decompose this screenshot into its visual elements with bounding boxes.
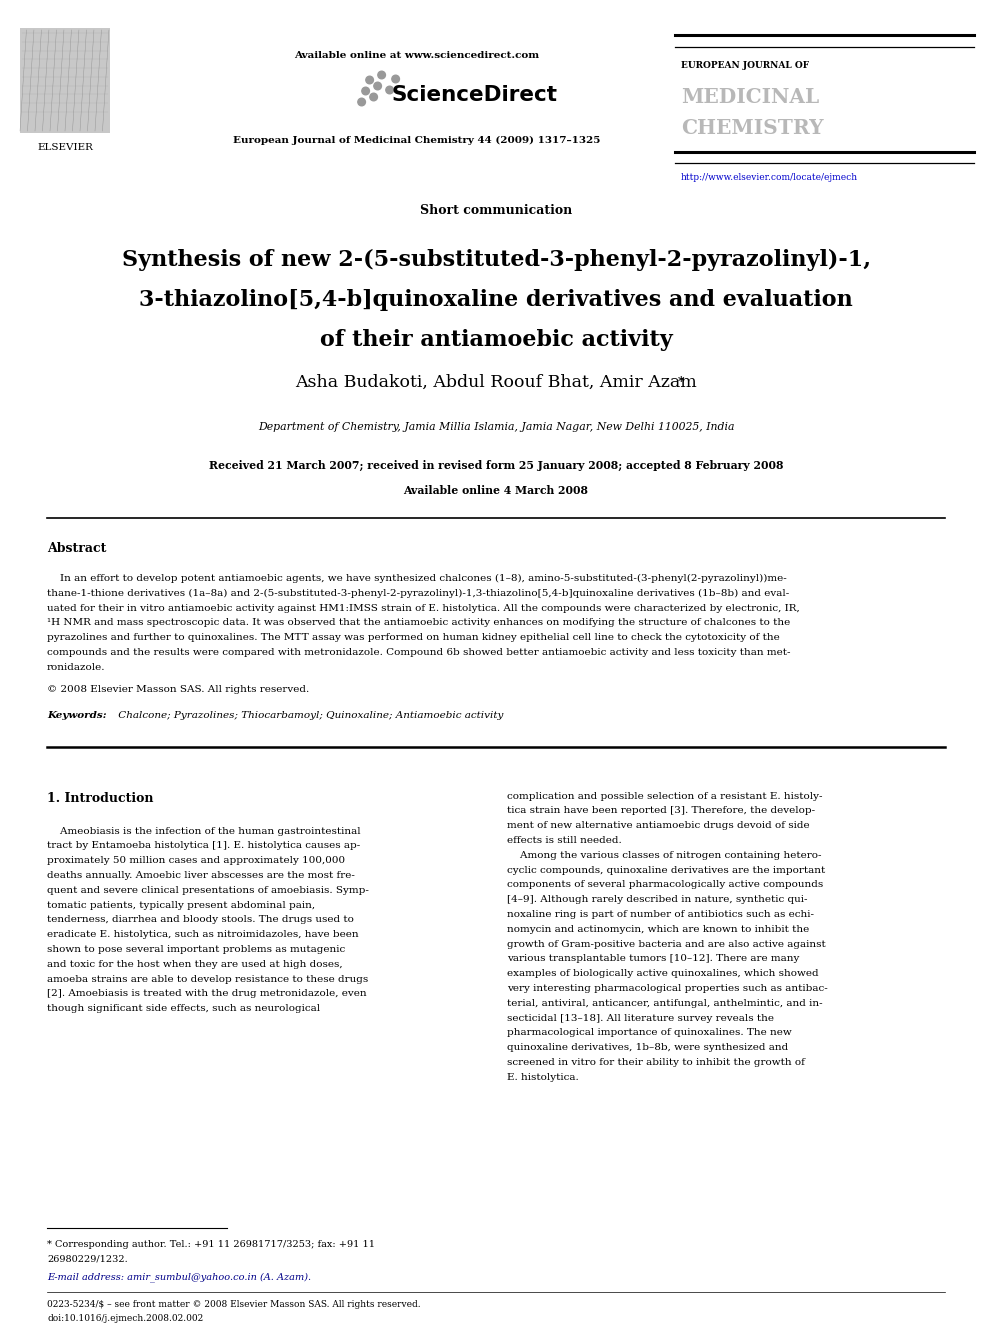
Text: 0223-5234/$ – see front matter © 2008 Elsevier Masson SAS. All rights reserved.: 0223-5234/$ – see front matter © 2008 El… (47, 1301, 421, 1308)
Circle shape (378, 71, 386, 79)
Text: very interesting pharmacological properties such as antibac-: very interesting pharmacological propert… (507, 984, 827, 994)
Text: compounds and the results were compared with metronidazole. Compound 6b showed b: compounds and the results were compared … (47, 648, 791, 658)
Text: growth of Gram-positive bacteria and are also active against: growth of Gram-positive bacteria and are… (507, 939, 825, 949)
Text: [2]. Amoebiasis is treated with the drug metronidazole, even: [2]. Amoebiasis is treated with the drug… (47, 990, 367, 999)
Text: deaths annually. Amoebic liver abscesses are the most fre-: deaths annually. Amoebic liver abscesses… (47, 871, 355, 880)
Text: * Corresponding author. Tel.: +91 11 26981717/3253; fax: +91 11: * Corresponding author. Tel.: +91 11 269… (47, 1240, 375, 1249)
Text: terial, antiviral, anticancer, antifungal, anthelmintic, and in-: terial, antiviral, anticancer, antifunga… (507, 999, 822, 1008)
Text: amoeba strains are able to develop resistance to these drugs: amoeba strains are able to develop resis… (47, 975, 368, 983)
Text: CHEMISTRY: CHEMISTRY (681, 118, 823, 138)
Text: cyclic compounds, quinoxaline derivatives are the important: cyclic compounds, quinoxaline derivative… (507, 865, 825, 875)
Text: Keywords:: Keywords: (47, 710, 106, 720)
Text: tica strain have been reported [3]. Therefore, the develop-: tica strain have been reported [3]. Ther… (507, 807, 815, 815)
Text: Received 21 March 2007; received in revised form 25 January 2008; accepted 8 Feb: Received 21 March 2007; received in revi… (208, 459, 784, 471)
Text: E-mail address: amir_sumbul@yahoo.co.in (A. Azam).: E-mail address: amir_sumbul@yahoo.co.in … (47, 1271, 311, 1282)
Text: and toxic for the host when they are used at high doses,: and toxic for the host when they are use… (47, 959, 342, 968)
Text: ment of new alternative antiamoebic drugs devoid of side: ment of new alternative antiamoebic drug… (507, 822, 809, 831)
Text: pyrazolines and further to quinoxalines. The MTT assay was performed on human ki: pyrazolines and further to quinoxalines.… (47, 634, 780, 642)
Text: proximately 50 million cases and approximately 100,000: proximately 50 million cases and approxi… (47, 856, 345, 865)
Text: ¹H NMR and mass spectroscopic data. It was observed that the antiamoebic activit: ¹H NMR and mass spectroscopic data. It w… (47, 618, 791, 627)
Text: 26980229/1232.: 26980229/1232. (47, 1256, 128, 1263)
Text: examples of biologically active quinoxalines, which showed: examples of biologically active quinoxal… (507, 970, 818, 978)
Text: complication and possible selection of a resistant E. histoly-: complication and possible selection of a… (507, 791, 822, 800)
Text: screened in vitro for their ability to inhibit the growth of: screened in vitro for their ability to i… (507, 1058, 805, 1068)
Text: In an effort to develop potent antiamoebic agents, we have synthesized chalcones: In an effort to develop potent antiamoeb… (47, 574, 787, 583)
Text: MEDICINAL: MEDICINAL (681, 87, 819, 107)
Circle shape (374, 82, 382, 90)
Text: nomycin and actinomycin, which are known to inhibit the: nomycin and actinomycin, which are known… (507, 925, 809, 934)
Text: Ameobiasis is the infection of the human gastrointestinal: Ameobiasis is the infection of the human… (47, 827, 361, 836)
Text: though significant side effects, such as neurological: though significant side effects, such as… (47, 1004, 320, 1013)
Text: [4–9]. Although rarely described in nature, synthetic qui-: [4–9]. Although rarely described in natu… (507, 896, 807, 904)
Text: Asha Budakoti, Abdul Roouf Bhat, Amir Azam: Asha Budakoti, Abdul Roouf Bhat, Amir Az… (296, 373, 696, 390)
Text: uated for their in vitro antiamoebic activity against HM1:IMSS strain of E. hist: uated for their in vitro antiamoebic act… (47, 603, 800, 613)
Text: Chalcone; Pyrazolines; Thiocarbamoyl; Quinoxaline; Antiamoebic activity: Chalcone; Pyrazolines; Thiocarbamoyl; Qu… (115, 710, 503, 720)
Text: 3-thiazolino[5,4-b]quinoxaline derivatives and evaluation: 3-thiazolino[5,4-b]quinoxaline derivativ… (139, 288, 853, 311)
Text: effects is still needed.: effects is still needed. (507, 836, 622, 845)
Text: 1. Introduction: 1. Introduction (47, 791, 154, 804)
Text: tomatic patients, typically present abdominal pain,: tomatic patients, typically present abdo… (47, 901, 315, 910)
Text: quinoxaline derivatives, 1b–8b, were synthesized and: quinoxaline derivatives, 1b–8b, were syn… (507, 1044, 789, 1052)
Circle shape (366, 77, 373, 83)
Text: Abstract: Abstract (47, 542, 106, 556)
Text: *: * (678, 376, 684, 389)
Text: Available online at www.sciencedirect.com: Available online at www.sciencedirect.co… (294, 50, 540, 60)
Text: of their antiamoebic activity: of their antiamoebic activity (319, 329, 673, 351)
Text: shown to pose several important problems as mutagenic: shown to pose several important problems… (47, 945, 345, 954)
Text: various transplantable tumors [10–12]. There are many: various transplantable tumors [10–12]. T… (507, 954, 800, 963)
Text: tenderness, diarrhea and bloody stools. The drugs used to: tenderness, diarrhea and bloody stools. … (47, 916, 354, 925)
Text: Short communication: Short communication (420, 204, 572, 217)
Text: © 2008 Elsevier Masson SAS. All rights reserved.: © 2008 Elsevier Masson SAS. All rights r… (47, 684, 310, 693)
Text: European Journal of Medicinal Chemistry 44 (2009) 1317–1325: European Journal of Medicinal Chemistry … (233, 135, 600, 144)
Text: quent and severe clinical presentations of amoebiasis. Symp-: quent and severe clinical presentations … (47, 886, 369, 894)
Text: ronidazole.: ronidazole. (47, 663, 105, 672)
Circle shape (392, 75, 400, 83)
Circle shape (370, 93, 377, 101)
Text: doi:10.1016/j.ejmech.2008.02.002: doi:10.1016/j.ejmech.2008.02.002 (47, 1314, 203, 1323)
Text: Available online 4 March 2008: Available online 4 March 2008 (404, 484, 588, 496)
Text: Department of Chemistry, Jamia Millia Islamia, Jamia Nagar, New Delhi 110025, In: Department of Chemistry, Jamia Millia Is… (258, 422, 734, 433)
Text: ELSEVIER: ELSEVIER (37, 143, 93, 152)
Text: components of several pharmacologically active compounds: components of several pharmacologically … (507, 880, 823, 889)
Text: secticidal [13–18]. All literature survey reveals the: secticidal [13–18]. All literature surve… (507, 1013, 774, 1023)
Text: pharmacological importance of quinoxalines. The new: pharmacological importance of quinoxalin… (507, 1028, 792, 1037)
Text: ScienceDirect: ScienceDirect (392, 85, 558, 105)
Circle shape (386, 86, 394, 94)
Bar (20, 28, 110, 134)
Circle shape (362, 87, 369, 95)
Text: thane-1-thione derivatives (1a–8a) and 2-(5-substituted-3-phenyl-2-pyrazolinyl)-: thane-1-thione derivatives (1a–8a) and 2… (47, 589, 790, 598)
Text: noxaline ring is part of number of antibiotics such as echi-: noxaline ring is part of number of antib… (507, 910, 814, 919)
Text: eradicate E. histolytica, such as nitroimidazoles, have been: eradicate E. histolytica, such as nitroi… (47, 930, 359, 939)
Text: Among the various classes of nitrogen containing hetero-: Among the various classes of nitrogen co… (507, 851, 821, 860)
Text: E. histolytica.: E. histolytica. (507, 1073, 578, 1082)
Text: tract by Entamoeba histolytica [1]. E. histolytica causes ap-: tract by Entamoeba histolytica [1]. E. h… (47, 841, 360, 851)
Text: http://www.elsevier.com/locate/ejmech: http://www.elsevier.com/locate/ejmech (681, 173, 858, 183)
Text: Synthesis of new 2-(5-substituted-3-phenyl-2-pyrazolinyl)-1,: Synthesis of new 2-(5-substituted-3-phen… (121, 249, 871, 271)
Circle shape (358, 98, 365, 106)
Text: EUROPEAN JOURNAL OF: EUROPEAN JOURNAL OF (681, 61, 809, 70)
